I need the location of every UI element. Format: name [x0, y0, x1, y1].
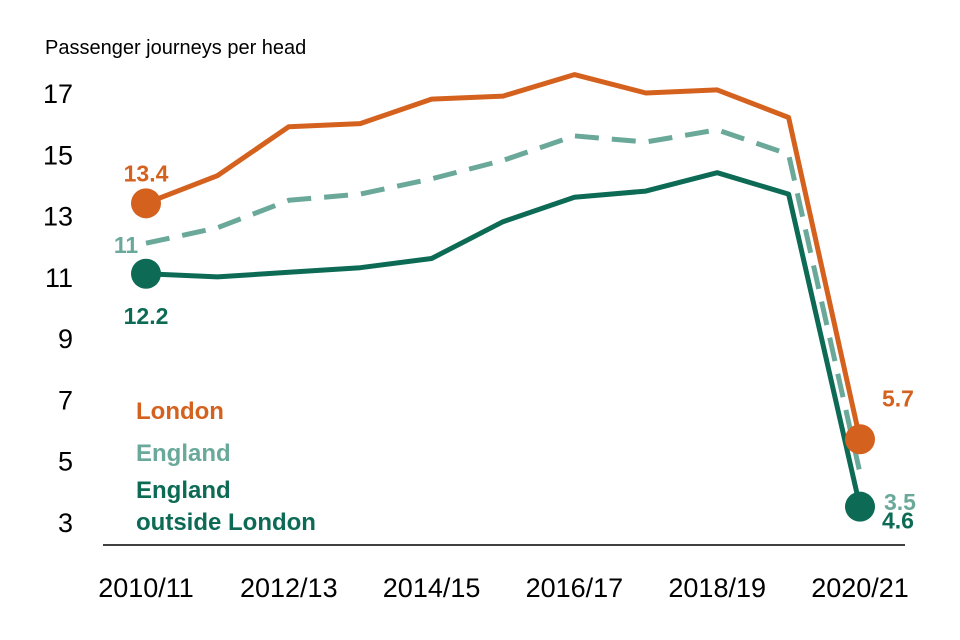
data-label-end: 5.7: [882, 385, 914, 411]
x-tick-label: 2010/11: [98, 573, 194, 603]
y-tick-label: 11: [45, 263, 73, 293]
data-point-marker: [845, 424, 875, 455]
series-line-england-outside-london: [145, 170, 863, 508]
legend-entry: outside London: [136, 509, 316, 536]
data-label-start: 12.2: [124, 303, 169, 329]
data-label-start: 11: [114, 232, 139, 258]
data-label-start: 13.4: [124, 160, 169, 186]
legend: London England England outside London: [136, 398, 316, 536]
data-point-marker: [131, 258, 161, 289]
series-line-london: [145, 72, 863, 440]
y-tick-label: 9: [58, 324, 73, 354]
x-tick-label: 2014/15: [383, 573, 481, 603]
data-labels: 13.4 5.7 11 3.5 12.2 4.6: [114, 160, 916, 533]
y-tick-label: 5: [58, 447, 73, 477]
y-tick-label: 17: [43, 79, 73, 109]
x-axis-ticks: 2010/11 2012/13 2014/15 2016/17 2018/19 2020/…: [98, 573, 909, 603]
y-tick-label: 13: [43, 202, 73, 232]
x-tick-label: 2016/17: [526, 573, 624, 603]
data-label-end: 4.6: [882, 508, 914, 534]
data-point-marker: [131, 188, 161, 219]
x-tick-label: 2020/21: [811, 573, 909, 603]
legend-entry: England: [136, 477, 231, 504]
legend-entry: England: [136, 440, 231, 467]
legend-entry: London: [136, 398, 224, 425]
series-markers: [131, 188, 875, 522]
x-tick-label: 2012/13: [240, 573, 338, 603]
y-axis-ticks: 3 5 7 9 11 13 15 17: [43, 79, 73, 538]
y-tick-label: 7: [58, 385, 73, 415]
y-tick-label: 3: [58, 508, 73, 538]
series-line-england: [145, 127, 863, 474]
series-lines: [145, 72, 863, 508]
data-label-end: 3.5: [884, 489, 916, 515]
y-axis-label: Passenger journeys per head: [45, 37, 306, 59]
data-point-marker: [845, 491, 875, 522]
x-tick-label: 2018/19: [668, 573, 766, 603]
y-tick-label: 15: [43, 140, 73, 170]
